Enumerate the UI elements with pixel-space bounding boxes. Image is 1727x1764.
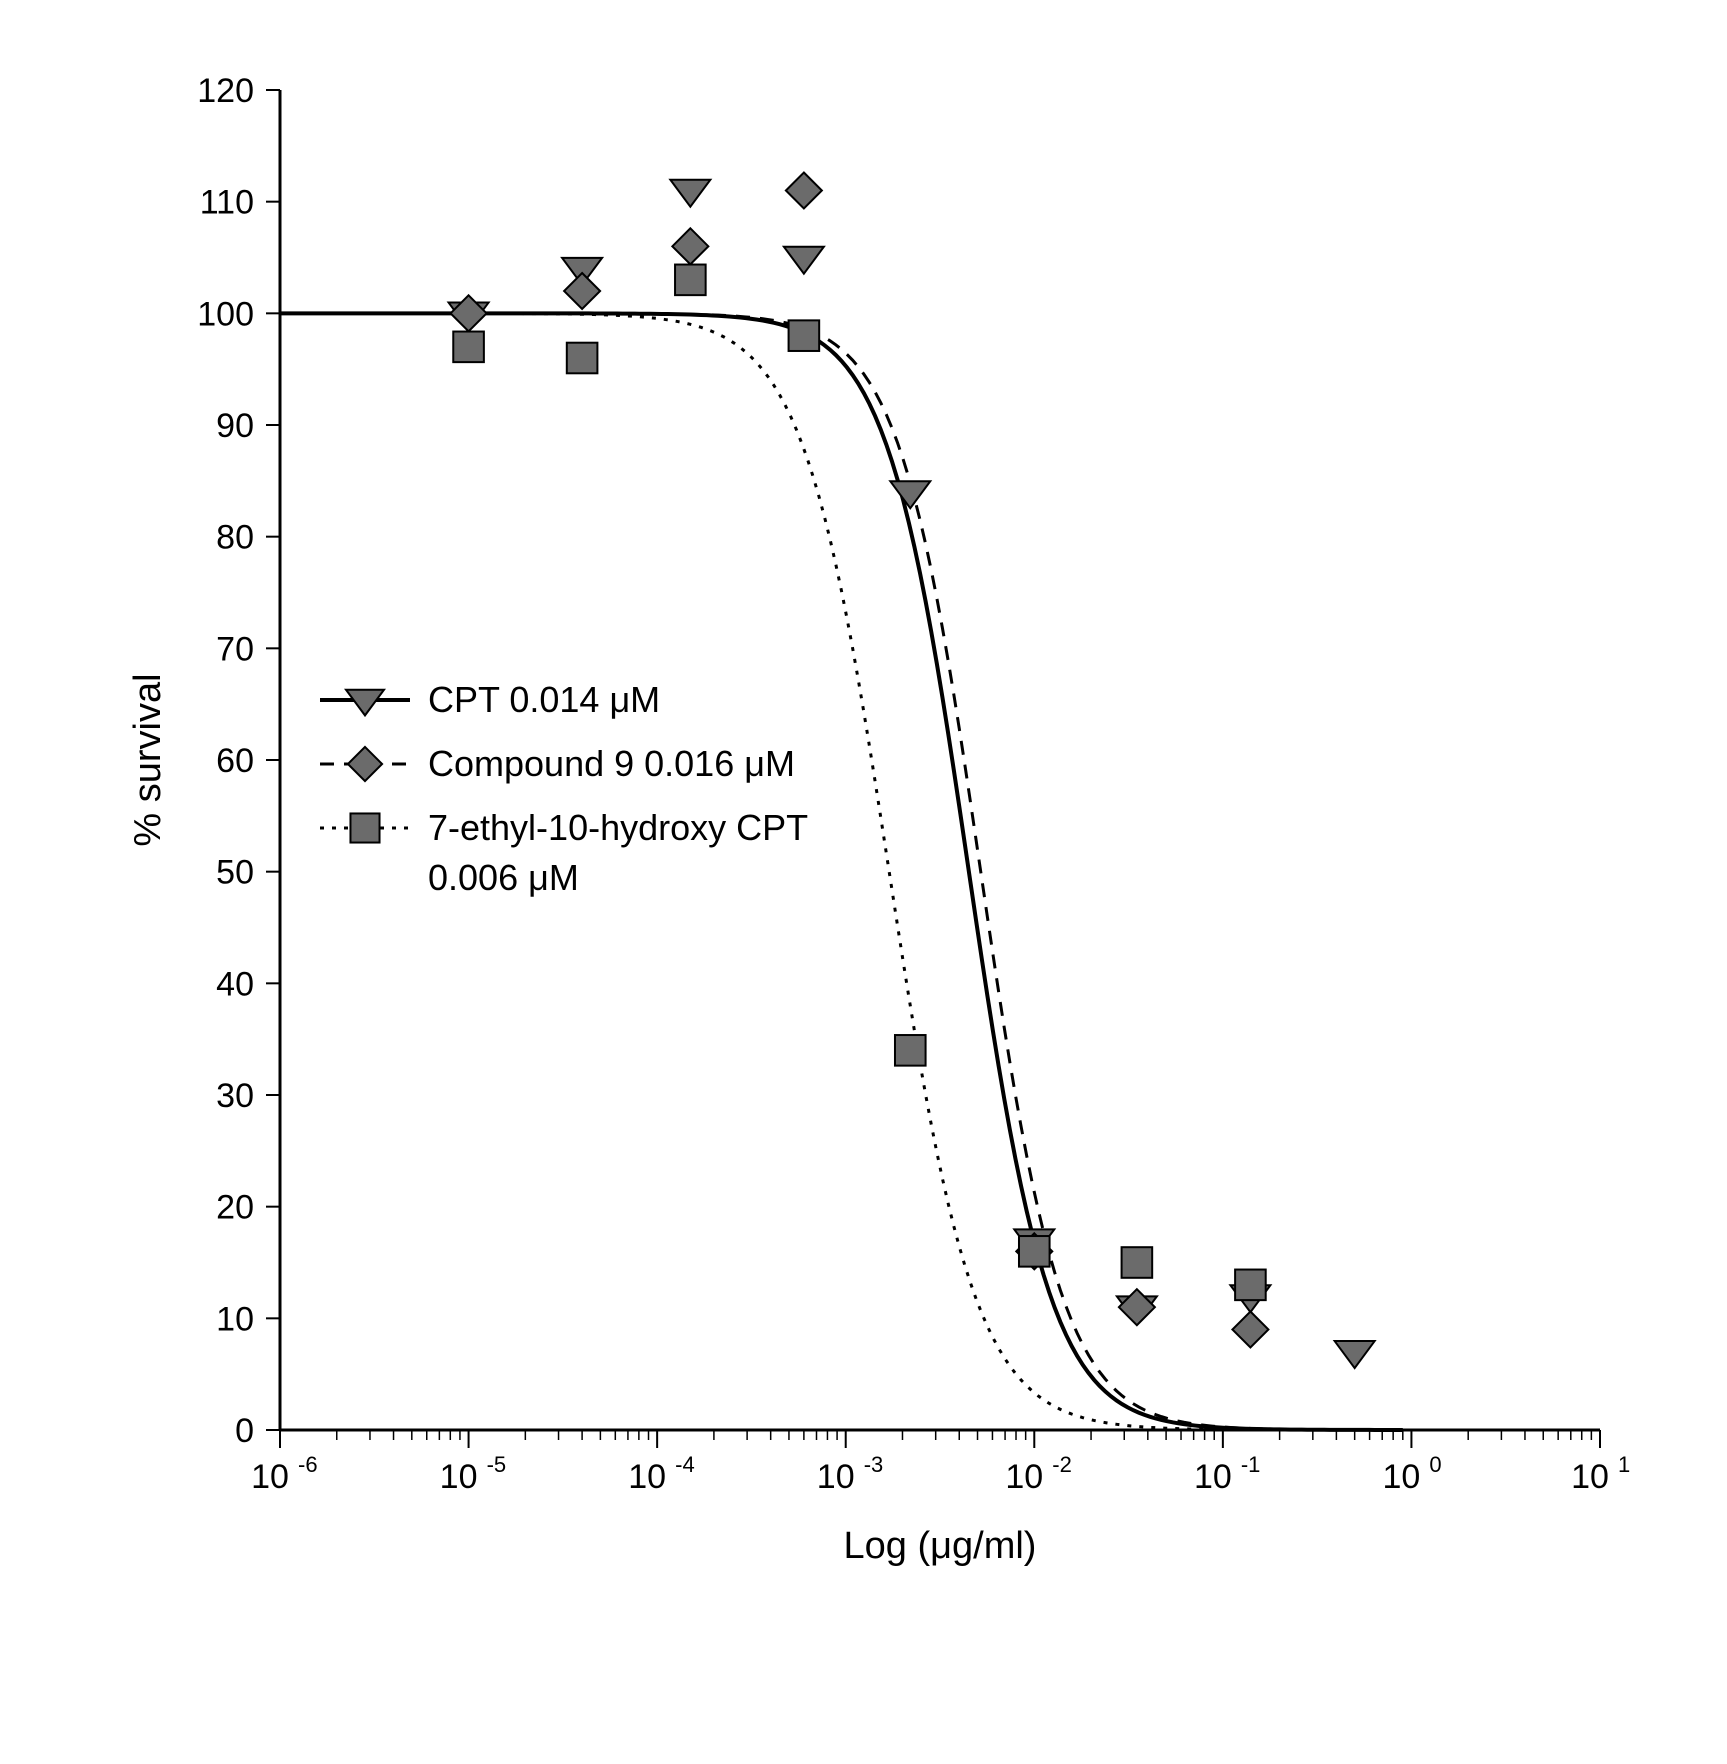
svg-text:40: 40 [216,965,254,1003]
legend-label-ethylhydroxy-line1: 7-ethyl-10-hydroxy CPT [428,807,808,848]
svg-text:10: 10 [817,1458,855,1496]
svg-text:10: 10 [1005,1458,1043,1496]
svg-text:50: 50 [216,854,254,892]
chart-container: { "chart": { "type": "line-scatter", "ba… [0,0,1727,1764]
svg-text:20: 20 [216,1189,254,1227]
svg-text:100: 100 [197,295,254,333]
svg-text:10: 10 [1383,1458,1421,1496]
svg-text:60: 60 [216,742,254,780]
svg-text:1: 1 [1618,1452,1630,1477]
legend: CPT 0.014 μM Compound 9 0.016 μM 7-ethyl-1… [320,679,808,898]
svg-text:120: 120 [197,72,254,110]
svg-text:-4: -4 [675,1452,695,1477]
svg-text:10: 10 [440,1458,478,1496]
svg-text:-3: -3 [864,1452,884,1477]
svg-text:% survival: % survival [127,673,169,846]
svg-text:30: 30 [216,1077,254,1115]
legend-label-ethylhydroxy-line2: 0.006 μM [428,857,579,898]
svg-text:10: 10 [628,1458,666,1496]
svg-text:10: 10 [1194,1458,1232,1496]
svg-text:-2: -2 [1052,1452,1072,1477]
svg-text:10: 10 [216,1300,254,1338]
svg-text:110: 110 [200,184,254,222]
dose-response-chart: 0102030405060708090100110120% survival10… [0,0,1727,1764]
svg-text:-6: -6 [298,1452,318,1477]
svg-text:0: 0 [1429,1452,1441,1477]
legend-label-cpt: CPT 0.014 μM [428,679,660,720]
svg-text:0: 0 [235,1412,254,1450]
svg-text:10: 10 [1571,1458,1609,1496]
legend-label-compound9: Compound 9 0.016 μM [428,743,795,784]
svg-text:70: 70 [216,630,254,668]
svg-text:Log (μg/ml): Log (μg/ml) [844,1525,1037,1567]
svg-text:-5: -5 [487,1452,507,1477]
svg-text:90: 90 [216,407,254,445]
svg-text:80: 80 [216,519,254,557]
svg-text:10: 10 [251,1458,289,1496]
svg-text:-1: -1 [1241,1452,1261,1477]
